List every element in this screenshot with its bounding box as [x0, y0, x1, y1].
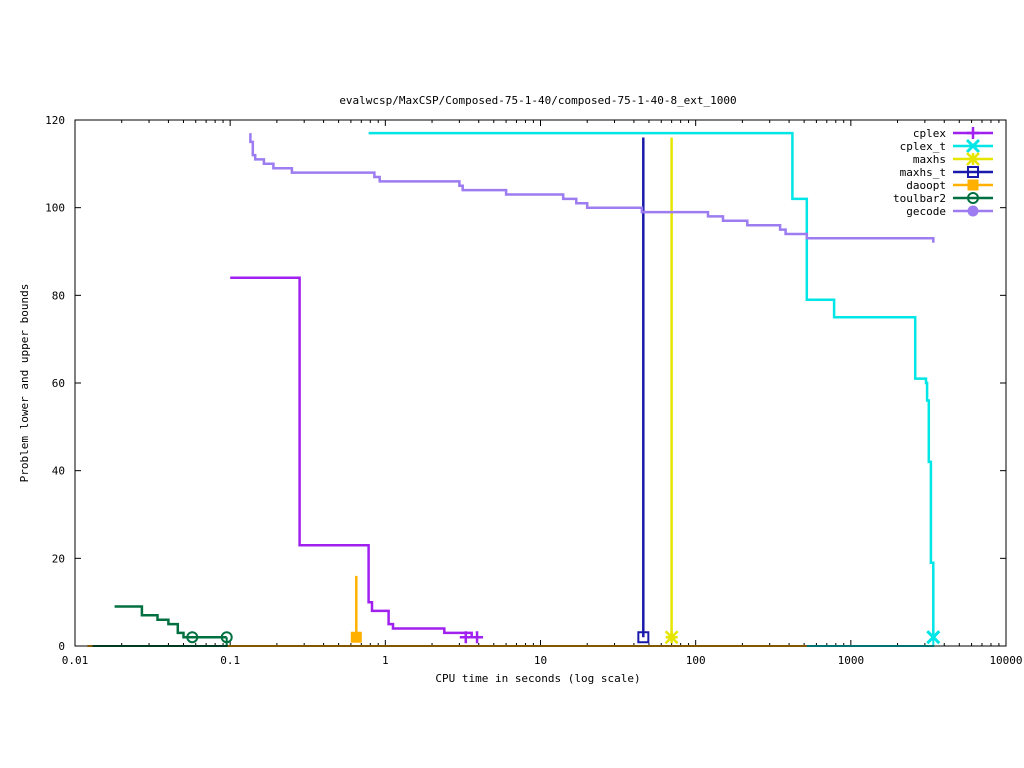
series-toulbar2-point	[220, 631, 233, 644]
legend-marker-cplex	[967, 127, 979, 139]
legend-label-cplex: cplex	[913, 127, 946, 140]
x-axis-label: CPU time in seconds (log scale)	[435, 672, 640, 685]
legend-marker-maxhs-t	[967, 166, 979, 178]
series-cplex-point	[459, 631, 472, 644]
y-tick-label: 20	[52, 552, 65, 565]
series-cplex-t-point	[926, 630, 941, 645]
series-cplex-upper-line	[230, 276, 477, 639]
y-axis-label: Problem lower and upper bounds	[18, 284, 31, 483]
legend-label-cplex-t: cplex_t	[900, 140, 946, 153]
x-tick-label: 10000	[989, 654, 1022, 667]
lower-bound-lines	[87, 637, 935, 647]
y-tick-label: 40	[52, 465, 65, 478]
legend: cplexcplex_tmaxhsmaxhs_tdaoopttoulbar2ge…	[893, 127, 993, 218]
upper-bound-lines	[114, 131, 935, 639]
legend-label-maxhs-t: maxhs_t	[900, 166, 946, 179]
x-tick-label: 0.1	[220, 654, 240, 667]
legend-label-maxhs: maxhs	[913, 153, 946, 166]
legend-marker-maxhs	[966, 152, 980, 166]
series-toulbar2-point	[186, 631, 199, 644]
x-tick-label: 10	[534, 654, 547, 667]
series-cplex-point	[471, 631, 484, 644]
legend-label-gecode: gecode	[906, 205, 946, 218]
axis-ticks: 0.01 0.1 1 10 100 1000 10000 0 20 40 60 80 100 120	[45, 114, 1022, 667]
y-tick-label: 60	[52, 377, 65, 390]
x-tick-label: 1	[382, 654, 389, 667]
legend-label-daoopt: daoopt	[906, 179, 946, 192]
series-cplex-t-upper-line	[368, 131, 935, 638]
plot-frame	[74, 119, 1007, 647]
x-tick-label: 0.01	[62, 654, 89, 667]
series-cplex-t-lower-line	[806, 637, 935, 647]
data-markers	[186, 630, 941, 645]
legend-label-toulbar2: toulbar2	[893, 192, 946, 205]
series-toulbar2-upper-line	[114, 605, 227, 639]
legend-marker-gecode	[967, 205, 979, 217]
y-tick-label: 80	[52, 289, 65, 302]
series-maxhs-point	[664, 630, 679, 645]
x-tick-label: 1000	[838, 654, 865, 667]
series-maxhs-t-point	[637, 631, 650, 644]
y-tick-label: 0	[58, 640, 65, 653]
legend-marker-cplex-t	[965, 138, 981, 154]
legend-marker-daoopt	[967, 179, 979, 191]
chart-title: evalwcsp/MaxCSP/Composed-75-1-40/compose…	[339, 94, 736, 107]
y-tick-label: 100	[45, 202, 65, 215]
series-gecode-upper-line	[249, 133, 935, 243]
y-tick-label: 120	[45, 114, 65, 127]
series-daoopt-point	[350, 631, 362, 643]
x-tick-label: 100	[686, 654, 706, 667]
legend-marker-toulbar2	[967, 192, 979, 204]
